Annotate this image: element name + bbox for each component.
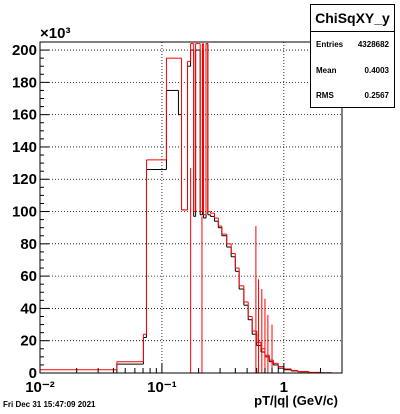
y-tick-label: 20 bbox=[20, 333, 37, 350]
y-tick-label: 40 bbox=[20, 300, 37, 317]
stats-value: 0.4003 bbox=[364, 65, 389, 75]
stats-value: 0.2567 bbox=[364, 91, 389, 100]
timestamp-footer: Fri Dec 31 15:47:09 2021 bbox=[3, 400, 96, 409]
stats-value: 4328682 bbox=[357, 40, 389, 49]
y-tick-label: 140 bbox=[12, 139, 37, 156]
x-tick-label: 10⁻¹ bbox=[147, 379, 177, 396]
stats-row-entries: Entries 4328682 bbox=[311, 32, 394, 58]
y-tick-label: 100 bbox=[12, 204, 37, 221]
stats-title: ChiSqXY_y bbox=[311, 5, 394, 32]
plot-frame bbox=[39, 41, 343, 374]
y-tick-label: 60 bbox=[20, 268, 37, 285]
y-tick-label: 120 bbox=[12, 171, 37, 188]
y-tick-label: 80 bbox=[20, 236, 37, 253]
y-tick-label: 160 bbox=[12, 107, 37, 124]
x-tick-label: 10⁻² bbox=[25, 379, 55, 396]
histogram-series-0 bbox=[40, 43, 333, 374]
stats-label: RMS bbox=[316, 91, 334, 100]
stats-row-rms: RMS 0.2567 bbox=[311, 83, 394, 109]
stats-label: Entries bbox=[316, 40, 344, 49]
stats-row-mean: Mean 0.4003 bbox=[311, 58, 394, 84]
stats-box: ChiSqXY_y Entries 4328682 Mean 0.4003 RM… bbox=[310, 4, 395, 108]
x-tick-label: 1 bbox=[280, 379, 288, 396]
axes: 0 20 40 60 80 100 120 140 160 180 200 10⁻² 10⁻¹ 1 bbox=[12, 42, 343, 396]
y-tick-label: 0 bbox=[29, 365, 37, 382]
histogram-spikes bbox=[190, 167, 273, 373]
histogram-series-1 bbox=[39, 43, 333, 374]
histogram-series bbox=[39, 43, 333, 374]
y-tick-label: 180 bbox=[12, 74, 37, 91]
y-tick-label: 200 bbox=[12, 42, 37, 59]
x-axis-title: pT/|q| (GeV/c) bbox=[254, 393, 338, 408]
stats-label: Mean bbox=[316, 65, 337, 75]
y-axis-multiplier: ×10³ bbox=[40, 25, 70, 42]
